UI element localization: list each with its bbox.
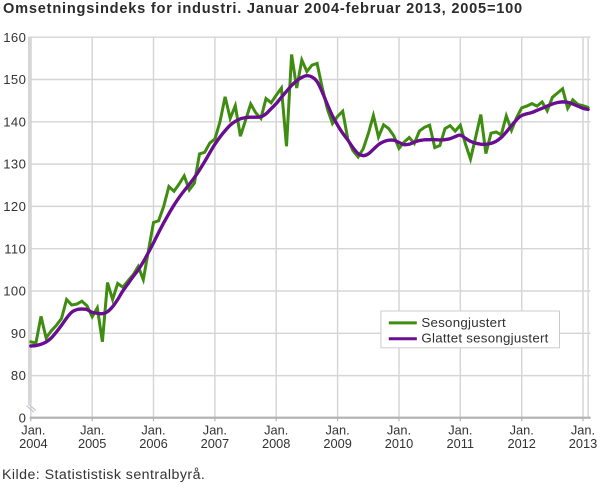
svg-text:2011: 2011 xyxy=(447,436,475,451)
svg-text:Jan.: Jan. xyxy=(325,422,349,437)
svg-text:Jan.: Jan. xyxy=(21,422,45,437)
svg-text:0: 0 xyxy=(19,410,27,425)
svg-text:Jan.: Jan. xyxy=(387,422,411,437)
svg-text:2007: 2007 xyxy=(201,436,229,451)
svg-text:Jan.: Jan. xyxy=(203,422,227,437)
svg-text:90: 90 xyxy=(11,326,26,341)
svg-text:2009: 2009 xyxy=(323,436,351,451)
svg-text:80: 80 xyxy=(11,368,26,383)
svg-text:Jan.: Jan. xyxy=(141,422,165,437)
svg-text:140: 140 xyxy=(3,114,26,129)
svg-text:130: 130 xyxy=(3,157,26,172)
svg-text:2005: 2005 xyxy=(78,436,106,451)
svg-text:Jan.: Jan. xyxy=(80,422,104,437)
svg-text:110: 110 xyxy=(4,241,26,256)
svg-text:2010: 2010 xyxy=(385,436,413,451)
svg-text:Glattet sesongjustert: Glattet sesongjustert xyxy=(421,331,548,346)
svg-text:Sesongjustert: Sesongjustert xyxy=(421,315,506,330)
svg-text:100: 100 xyxy=(3,284,26,299)
svg-text:120: 120 xyxy=(3,199,26,214)
svg-text:Jan.: Jan. xyxy=(448,422,472,437)
svg-text:Jan.: Jan. xyxy=(264,422,288,437)
svg-text:150: 150 xyxy=(3,72,26,87)
svg-text:2008: 2008 xyxy=(262,436,290,451)
svg-text:Jan.: Jan. xyxy=(571,422,595,437)
svg-text:2004: 2004 xyxy=(19,436,47,451)
svg-text:Jan.: Jan. xyxy=(510,422,534,437)
svg-text:2012: 2012 xyxy=(507,436,535,451)
svg-text:2013: 2013 xyxy=(569,436,597,451)
svg-text:160: 160 xyxy=(3,30,26,45)
svg-text:2006: 2006 xyxy=(139,436,167,451)
